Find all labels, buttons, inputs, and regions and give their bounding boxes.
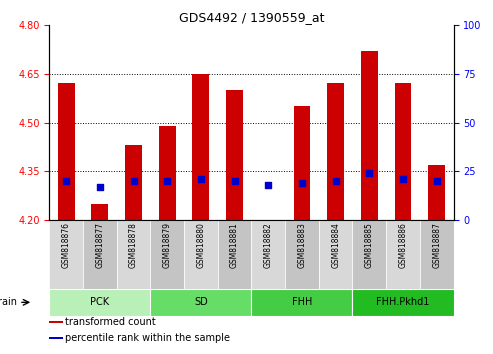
Bar	[58, 84, 74, 220]
Bar	[184, 220, 218, 289]
Text: FHH: FHH	[292, 297, 312, 307]
Bar	[352, 220, 386, 289]
Text: GSM818879: GSM818879	[163, 222, 172, 268]
Bar	[49, 321, 63, 323]
Text: GSM818883: GSM818883	[297, 222, 307, 268]
Point	[264, 182, 272, 188]
Bar	[319, 220, 352, 289]
Bar	[49, 220, 83, 289]
Text: GSM818884: GSM818884	[331, 222, 340, 268]
Bar	[285, 220, 319, 289]
Bar	[218, 220, 251, 289]
Point	[298, 180, 306, 186]
Point	[62, 178, 70, 184]
Point	[96, 184, 104, 190]
Point	[197, 176, 205, 182]
Title: GDS4492 / 1390559_at: GDS4492 / 1390559_at	[178, 11, 324, 24]
Point	[163, 178, 171, 184]
Text: GSM818881: GSM818881	[230, 222, 239, 268]
Point	[433, 178, 441, 184]
Text: GSM818882: GSM818882	[264, 222, 273, 268]
Point	[332, 178, 340, 184]
Bar	[125, 145, 142, 220]
Text: transformed count: transformed count	[65, 317, 156, 327]
Point	[231, 178, 239, 184]
Bar	[49, 289, 150, 316]
Bar	[251, 289, 352, 316]
Text: GSM818886: GSM818886	[398, 222, 408, 268]
Text: strain: strain	[0, 297, 17, 307]
Point	[399, 176, 407, 182]
Bar	[91, 204, 108, 220]
Bar	[192, 74, 210, 220]
Bar	[352, 289, 454, 316]
Bar	[159, 126, 176, 220]
Text: PCK: PCK	[90, 297, 109, 307]
Bar	[150, 289, 251, 316]
Bar	[260, 220, 277, 236]
Text: GSM818878: GSM818878	[129, 222, 138, 268]
Text: GSM818885: GSM818885	[365, 222, 374, 268]
Bar	[394, 84, 412, 220]
Bar	[251, 220, 285, 289]
Bar	[327, 84, 344, 220]
Text: GSM818887: GSM818887	[432, 222, 441, 268]
Text: SD: SD	[194, 297, 208, 307]
Bar	[49, 337, 63, 339]
Bar	[428, 165, 445, 220]
Text: GSM818880: GSM818880	[196, 222, 206, 268]
Bar	[83, 220, 117, 289]
Text: GSM818876: GSM818876	[62, 222, 70, 268]
Bar	[150, 220, 184, 289]
Text: percentile rank within the sample: percentile rank within the sample	[65, 333, 230, 343]
Bar	[293, 106, 311, 220]
Text: GSM818877: GSM818877	[95, 222, 105, 268]
Point	[365, 171, 373, 176]
Text: FHH.Pkhd1: FHH.Pkhd1	[376, 297, 430, 307]
Bar	[226, 90, 243, 220]
Bar	[420, 220, 454, 289]
Bar	[117, 220, 150, 289]
Bar	[386, 220, 420, 289]
Point	[130, 178, 138, 184]
Bar	[361, 51, 378, 220]
